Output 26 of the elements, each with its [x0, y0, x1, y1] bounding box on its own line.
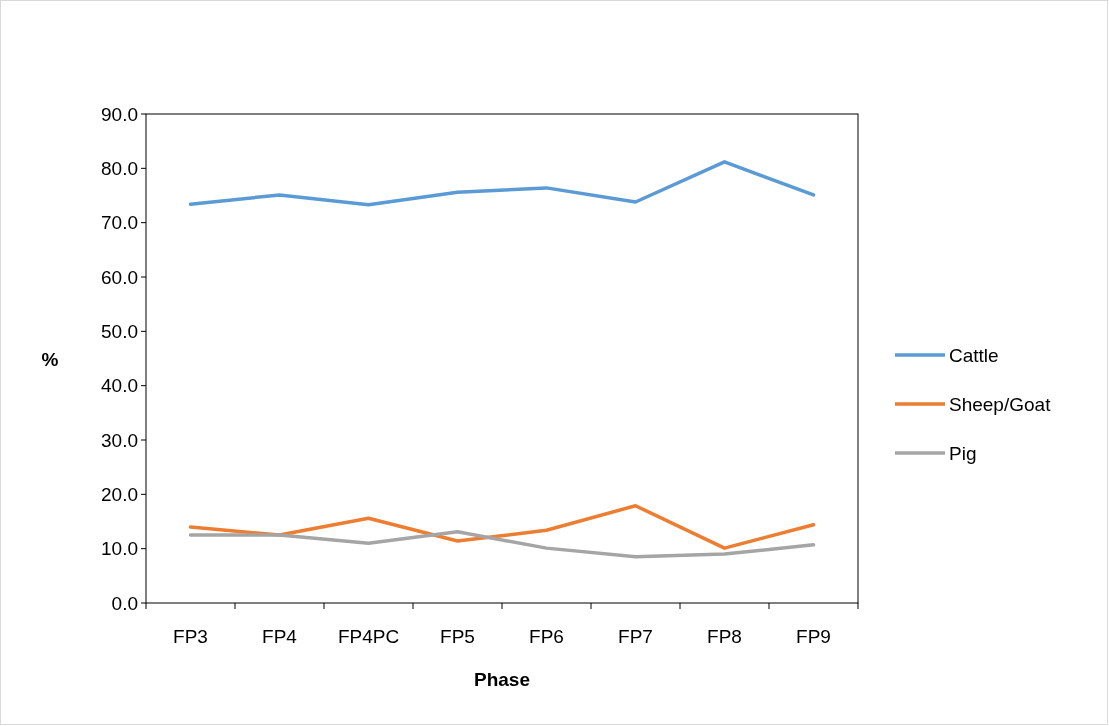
- y-tick-label: 0.0: [111, 592, 138, 614]
- y-tick-label: 40.0: [101, 375, 138, 397]
- y-tick-label: 10.0: [101, 538, 138, 560]
- x-tick-label: FP4PC: [337, 626, 400, 647]
- y-tick-label: 30.0: [101, 429, 138, 451]
- x-tick-label: FP3: [173, 626, 208, 647]
- legend-label: Cattle: [949, 344, 999, 366]
- line-series: [188, 530, 816, 559]
- y-tick-label: 20.0: [101, 483, 138, 505]
- line-series: [188, 503, 816, 550]
- y-tick-label: 90.0: [101, 103, 138, 125]
- x-tick-label: FP5: [440, 626, 475, 647]
- y-tick-label: 80.0: [101, 157, 138, 179]
- y-tick-label: 60.0: [101, 266, 138, 288]
- x-tick-label: FP9: [796, 626, 831, 647]
- x-tick-label: FP7: [618, 626, 653, 647]
- x-axis-title: Phase: [474, 669, 530, 690]
- x-tick-label: FP6: [529, 626, 564, 647]
- x-tick-label: FP4: [262, 626, 298, 647]
- y-axis-title: %: [41, 349, 59, 370]
- line-series: [188, 160, 816, 207]
- x-tick-label: FP8: [707, 626, 742, 647]
- legend-label: Sheep/Goat: [949, 393, 1052, 415]
- legend-label: Pig: [949, 442, 977, 464]
- y-tick-label: 50.0: [101, 320, 138, 342]
- y-tick-label: 70.0: [101, 212, 138, 234]
